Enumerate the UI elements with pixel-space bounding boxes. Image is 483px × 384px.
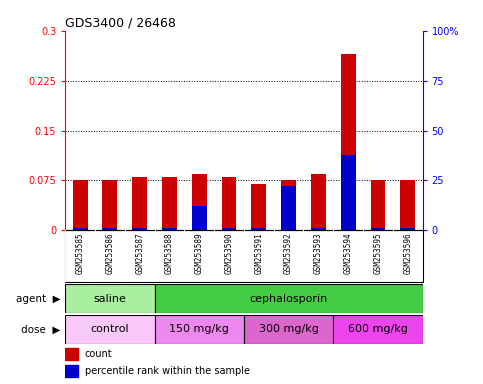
Text: GSM253588: GSM253588: [165, 232, 174, 273]
Text: cephalosporin: cephalosporin: [249, 293, 328, 304]
Bar: [132, 177, 147, 230]
Text: GSM253591: GSM253591: [255, 232, 263, 273]
Bar: [281, 187, 296, 230]
Text: saline: saline: [93, 293, 127, 304]
Bar: [162, 228, 177, 230]
Text: 150 mg/kg: 150 mg/kg: [170, 324, 229, 334]
Bar: [281, 180, 296, 230]
FancyBboxPatch shape: [333, 315, 423, 344]
Bar: [65, 348, 78, 361]
Bar: [162, 177, 177, 230]
Text: GSM253587: GSM253587: [135, 232, 144, 273]
Bar: [370, 228, 385, 230]
Bar: [72, 180, 87, 230]
FancyBboxPatch shape: [65, 315, 155, 344]
Text: GSM253586: GSM253586: [105, 232, 114, 273]
Bar: [102, 180, 117, 230]
Bar: [102, 228, 117, 230]
FancyBboxPatch shape: [155, 284, 423, 313]
Bar: [222, 228, 237, 230]
Text: GSM253596: GSM253596: [403, 232, 412, 273]
Text: dose  ▶: dose ▶: [21, 324, 60, 334]
Text: agent  ▶: agent ▶: [16, 293, 60, 304]
Bar: [341, 54, 355, 230]
Text: GSM253595: GSM253595: [373, 232, 383, 273]
Text: GSM253590: GSM253590: [225, 232, 233, 273]
Bar: [222, 177, 237, 230]
Bar: [251, 228, 266, 230]
Text: 600 mg/kg: 600 mg/kg: [348, 324, 408, 334]
Text: 300 mg/kg: 300 mg/kg: [259, 324, 318, 334]
Text: GSM253593: GSM253593: [314, 232, 323, 273]
Text: GSM253594: GSM253594: [344, 232, 353, 273]
Bar: [132, 228, 147, 230]
Text: control: control: [91, 324, 129, 334]
Bar: [400, 180, 415, 230]
Bar: [192, 207, 207, 230]
Bar: [192, 174, 207, 230]
Bar: [370, 180, 385, 230]
Bar: [65, 365, 78, 377]
FancyBboxPatch shape: [244, 315, 333, 344]
FancyBboxPatch shape: [155, 315, 244, 344]
Text: count: count: [85, 349, 113, 359]
Bar: [311, 174, 326, 230]
Text: percentile rank within the sample: percentile rank within the sample: [85, 366, 250, 376]
Text: GSM253585: GSM253585: [76, 232, 85, 273]
Text: GSM253589: GSM253589: [195, 232, 204, 273]
Text: GSM253592: GSM253592: [284, 232, 293, 273]
Bar: [72, 228, 87, 230]
Text: GDS3400 / 26468: GDS3400 / 26468: [65, 17, 176, 30]
Bar: [341, 154, 355, 230]
FancyBboxPatch shape: [65, 284, 155, 313]
Bar: [400, 228, 415, 230]
Bar: [251, 184, 266, 230]
Bar: [311, 228, 326, 230]
